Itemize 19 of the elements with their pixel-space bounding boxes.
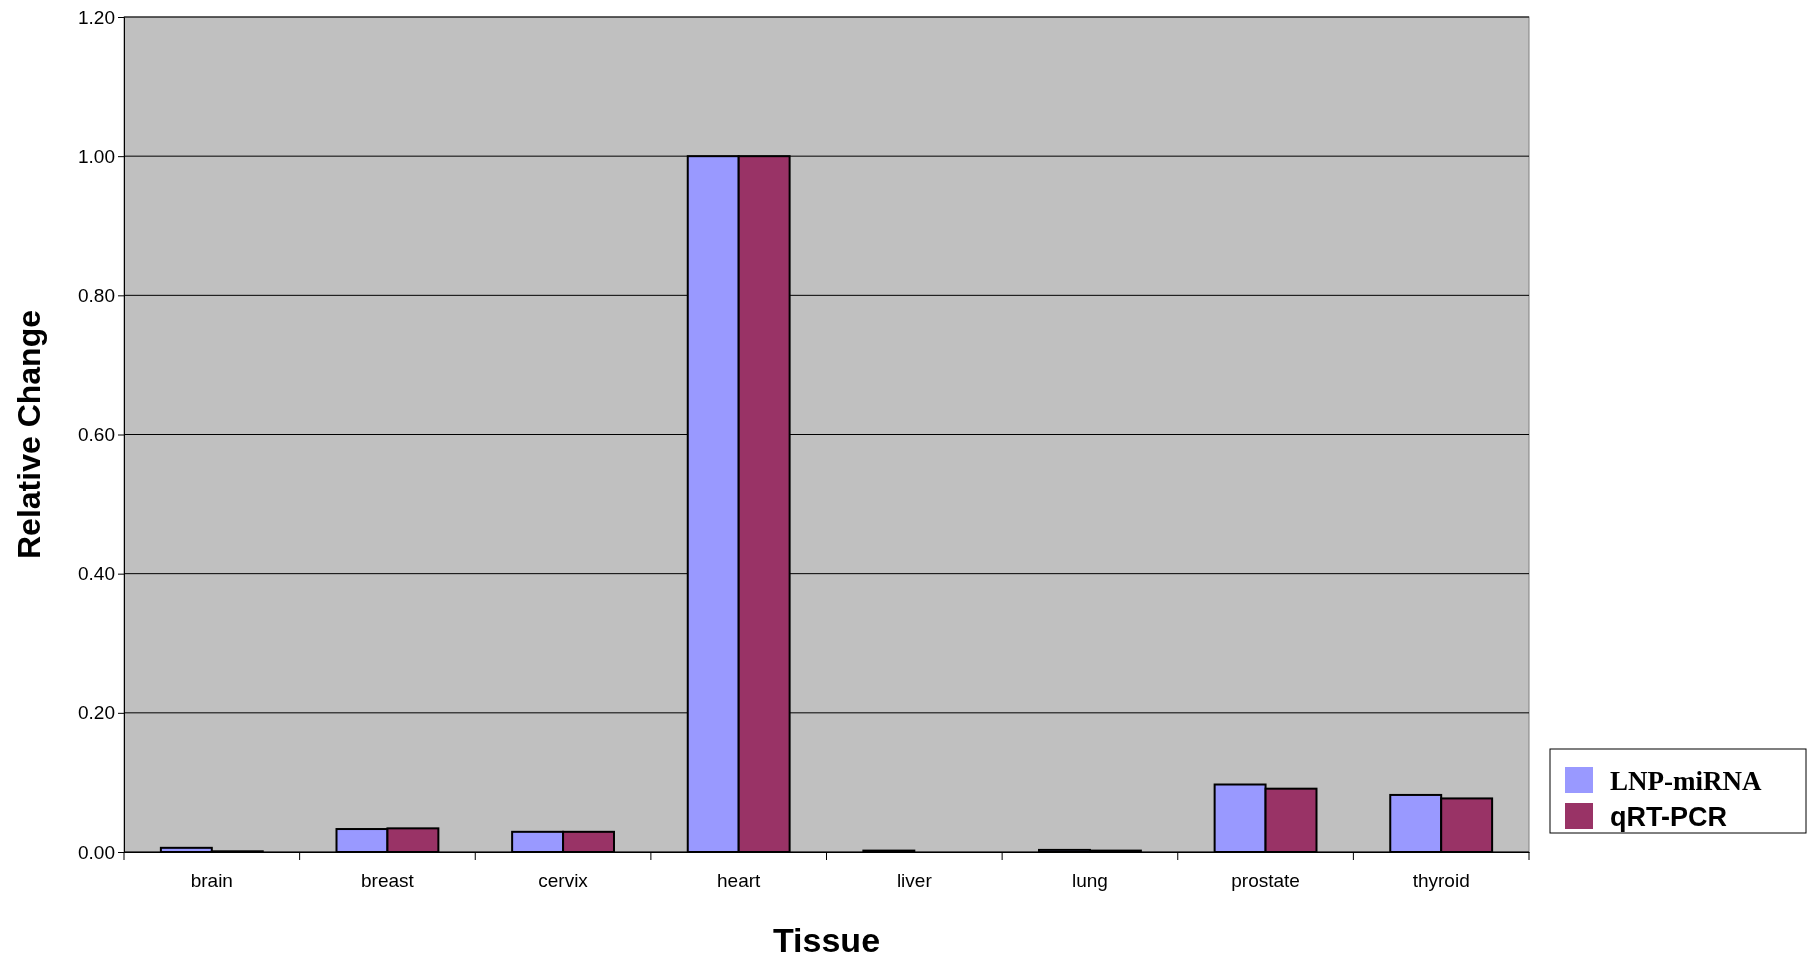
x-tick-label: heart	[717, 870, 762, 892]
y-axis-title: Relative Change	[11, 310, 47, 559]
y-tick-label: 0.60	[78, 424, 115, 446]
y-tick-label: 1.00	[78, 145, 115, 167]
x-tick-label: prostate	[1231, 870, 1300, 892]
x-tick-label: cervix	[538, 870, 589, 892]
x-tick-label: lung	[1071, 870, 1108, 892]
x-tick-label: breast	[361, 870, 415, 892]
legend-label: qRT-PCR	[1610, 802, 1727, 832]
y-tick-label: 1.20	[78, 6, 115, 28]
x-tick-label: thyroid	[1412, 870, 1470, 892]
y-tick-label: 0.40	[78, 563, 115, 585]
y-tick-label: 0.80	[78, 284, 115, 306]
y-tick-label: 0.20	[78, 702, 115, 724]
y-tick-label: 0.00	[78, 841, 115, 863]
x-axis-title: Tissue	[772, 921, 881, 959]
x-tick-label: liver	[896, 870, 933, 892]
legend-label: LNP-miRNA	[1610, 766, 1762, 796]
x-tick-label: brain	[190, 870, 233, 892]
